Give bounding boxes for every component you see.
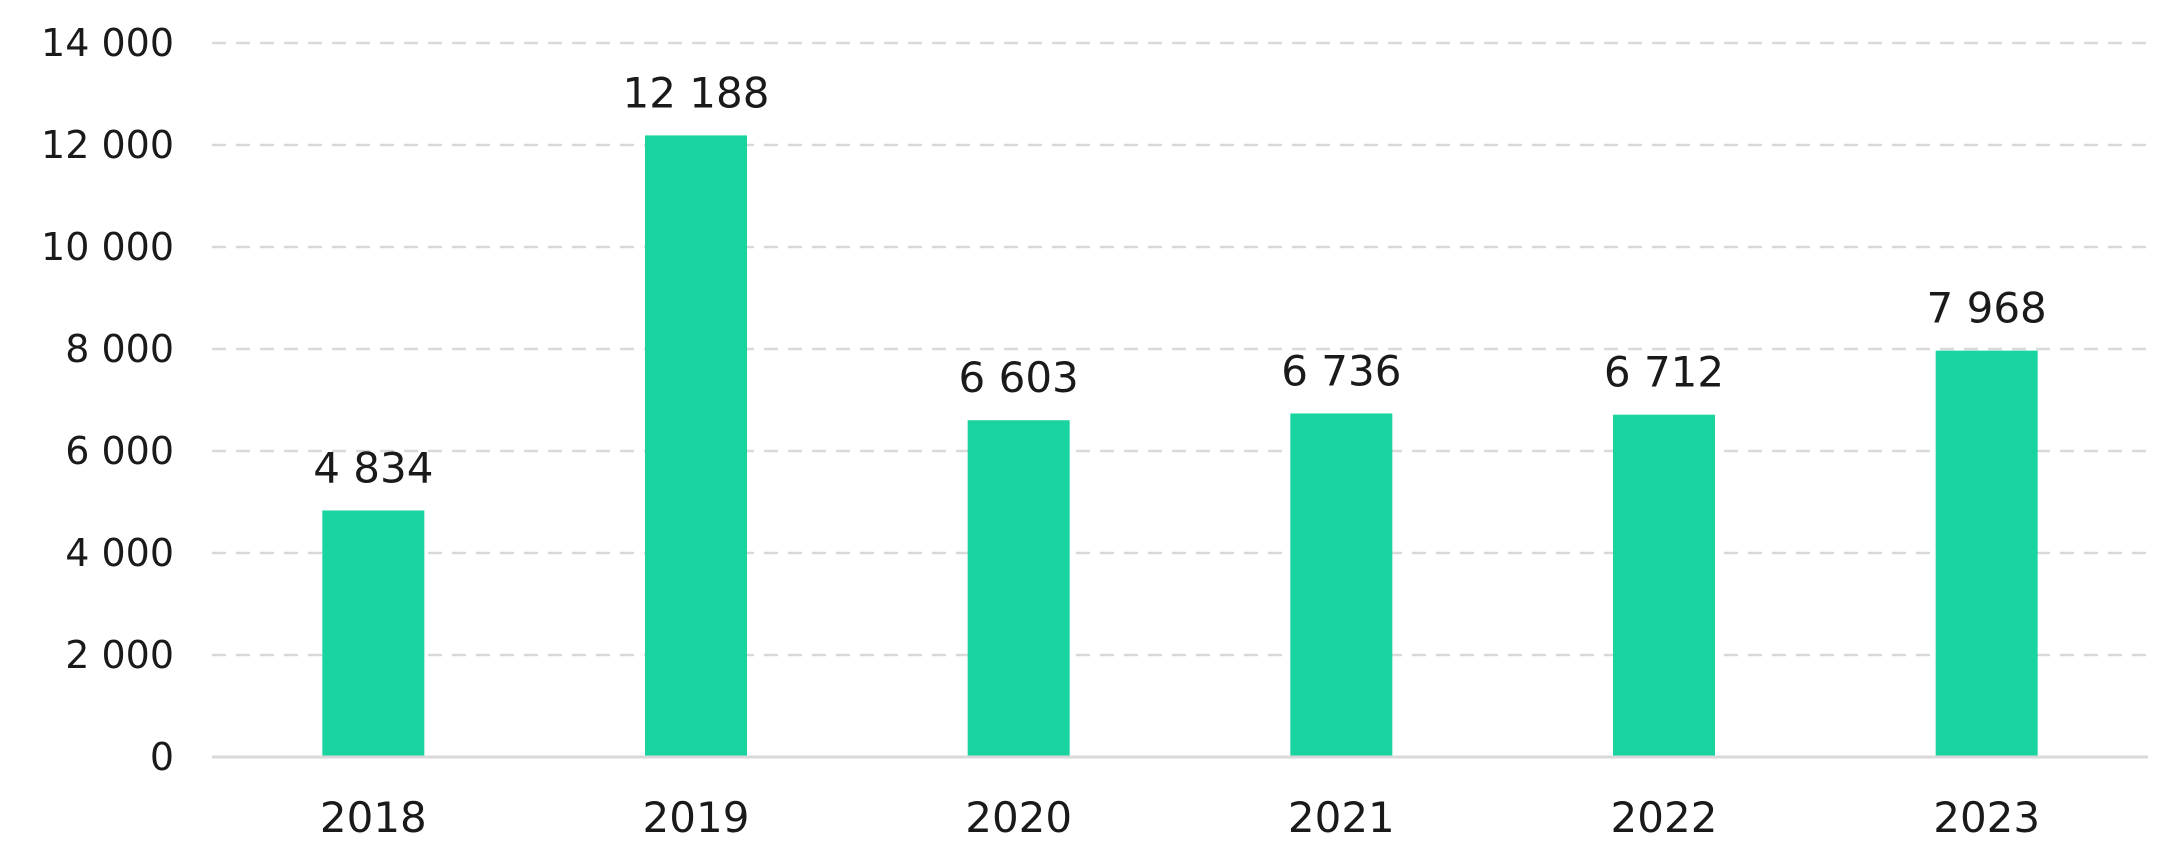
y-tick-label: 8 000 bbox=[65, 327, 174, 371]
x-tick-label-2023: 2023 bbox=[1933, 793, 2040, 842]
y-tick-label: 6 000 bbox=[65, 429, 174, 473]
bars bbox=[322, 135, 2038, 758]
data-label-2021: 6 736 bbox=[1281, 346, 1401, 395]
bar-2021 bbox=[1290, 413, 1393, 757]
y-tick-label: 2 000 bbox=[65, 633, 174, 677]
y-tick-label: 0 bbox=[150, 735, 174, 779]
data-label-2020: 6 603 bbox=[959, 353, 1079, 402]
x-tick-label-2019: 2019 bbox=[643, 793, 750, 842]
x-tick-label-2020: 2020 bbox=[965, 793, 1072, 842]
data-labels: 4 834 12 188 6 603 6 736 6 712 7 968 bbox=[313, 68, 2047, 492]
x-tick-label-2021: 2021 bbox=[1288, 793, 1395, 842]
gridlines bbox=[212, 41, 2148, 657]
y-tick-label: 4 000 bbox=[65, 531, 174, 575]
y-axis-tick-labels: 0 2 000 4 000 6 000 8 000 10 000 12 000 14 000 bbox=[41, 21, 174, 779]
bar-2023 bbox=[1935, 350, 2038, 757]
x-axis-tick-labels: 2018 2019 2020 2021 2022 2023 bbox=[320, 793, 2040, 842]
data-label-2023: 7 968 bbox=[1927, 284, 2047, 333]
data-label-2018: 4 834 bbox=[313, 443, 433, 492]
x-tick-label-2018: 2018 bbox=[320, 793, 427, 842]
data-label-2019: 12 188 bbox=[623, 68, 770, 117]
y-tick-label: 10 000 bbox=[41, 225, 174, 269]
bar-2019 bbox=[645, 135, 747, 758]
bar-2018 bbox=[322, 510, 425, 757]
bar-2020 bbox=[967, 420, 1070, 757]
x-tick-label-2022: 2022 bbox=[1611, 793, 1718, 842]
y-tick-label: 14 000 bbox=[41, 21, 174, 65]
y-tick-label: 12 000 bbox=[41, 123, 174, 167]
data-label-2022: 6 712 bbox=[1604, 348, 1724, 397]
bar-2022 bbox=[1613, 414, 1715, 757]
